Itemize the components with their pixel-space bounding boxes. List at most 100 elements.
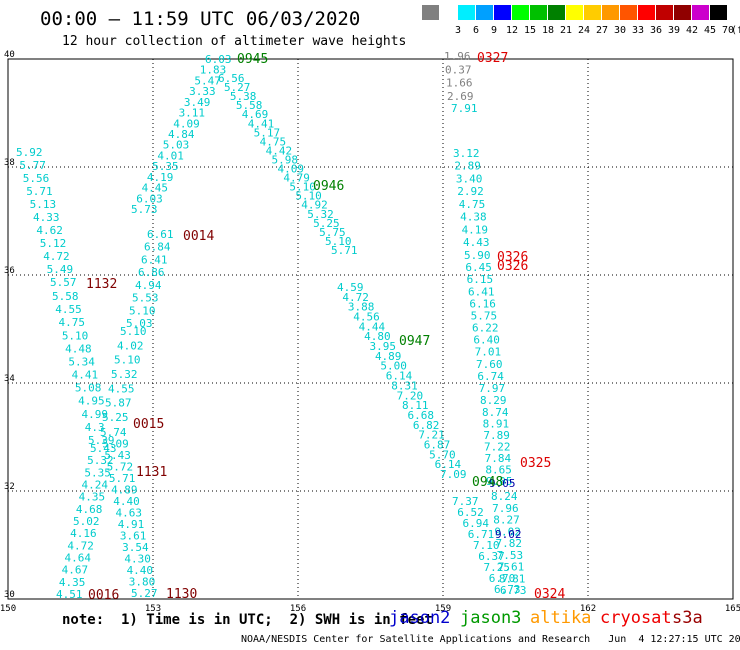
wave-height-label: 6.73	[500, 584, 527, 597]
wave-height-label: 4.69	[242, 108, 269, 121]
wave-height-label: 7.53	[497, 549, 524, 562]
wave-height-label: 6.41	[468, 285, 495, 298]
wave-height-label: 7.97	[479, 382, 506, 395]
wave-height-label: 5.09	[102, 438, 129, 451]
wave-height-label: 5.25	[313, 217, 340, 230]
wave-height-label: 4.48	[65, 342, 92, 355]
pass-time-label: 0945	[237, 52, 268, 67]
wave-height-label-jason2: 9.02	[495, 528, 522, 541]
color-swatch	[476, 5, 493, 20]
wave-height-label: 5.98	[272, 153, 299, 166]
wave-height-label: 6.73	[494, 583, 521, 596]
wave-height-label: 4.51	[56, 588, 83, 601]
wave-height-label: 6.03	[205, 53, 232, 66]
wave-height-label: 5.10	[325, 235, 352, 248]
color-swatch	[656, 5, 673, 20]
pass-time-label: 0326	[497, 250, 528, 265]
wave-height-label: 4.3	[85, 421, 105, 434]
lon-tick-label: 150	[0, 604, 16, 614]
wave-height-label: 5.92	[16, 146, 43, 159]
lat-tick-label: 40	[4, 50, 15, 60]
wave-height-label: 5.71	[331, 244, 358, 257]
wave-height-label: 8.81	[499, 572, 526, 585]
wave-height-label: 5.34	[68, 355, 95, 368]
color-swatch	[530, 5, 547, 20]
wave-height-label: 7.61	[498, 561, 525, 574]
wave-height-label: 5.75	[471, 309, 498, 322]
wave-height-label: 1.83	[200, 64, 227, 77]
wave-height-label: 6.03	[136, 192, 163, 205]
wave-height-label: 5.03	[126, 317, 153, 330]
wave-height-label-jason2: 9.05	[489, 477, 516, 490]
wave-height-label: 5.10	[295, 190, 322, 203]
satellite-legend-item: cryosat	[600, 608, 672, 628]
wave-height-label: 4.16	[70, 527, 97, 540]
color-swatch	[512, 5, 529, 20]
wave-height-label: 5.35	[84, 466, 111, 479]
wave-height-label: 7.60	[476, 358, 503, 371]
color-swatch	[710, 5, 727, 20]
wave-height-label: 5.39	[88, 434, 115, 447]
wave-height-label: 2.69	[447, 90, 474, 103]
credit-line: NOAA/NESDIS Center for Satellite Applica…	[241, 634, 740, 645]
color-swatch-label: 15	[523, 25, 537, 36]
satellite-legend-item: jason2	[389, 608, 451, 628]
wave-height-label: 4.19	[147, 171, 174, 184]
wave-height-label: 8.74	[482, 406, 509, 419]
pass-time-label: 0947	[399, 334, 430, 349]
wave-height-label: 6.14	[435, 458, 462, 471]
wave-height-label: 6.52	[457, 506, 484, 519]
wave-height-label: 3.95	[370, 340, 397, 353]
wave-height-label: 3.80	[129, 576, 156, 589]
pass-time-label: 0946	[313, 179, 344, 194]
wave-height-label: 4.01	[157, 149, 184, 162]
color-swatch	[494, 5, 511, 20]
wave-height-label: 5.71	[109, 472, 136, 485]
map-title: 00:00 – 11:59 UTC 06/03/2020	[40, 8, 361, 30]
wave-height-label: 8.31	[391, 379, 418, 392]
legend-note: note: 1) Time is in UTC; 2) SWH is in fe…	[62, 612, 433, 628]
wave-height-label: 7.91	[451, 102, 478, 115]
wave-height-label: 5.43	[104, 449, 131, 462]
pass-time-label: 0326	[497, 259, 528, 274]
wave-height-label: 4.09	[277, 163, 304, 176]
wave-height-label: 3.40	[456, 172, 483, 185]
wave-height-label: 4.35	[79, 491, 106, 504]
wave-height-label: 4.72	[342, 291, 369, 304]
wave-height-label: 4.44	[359, 320, 386, 333]
map-frame	[7, 58, 734, 600]
wave-height-label: 4.41	[248, 117, 275, 130]
wave-height-label: 6.70	[489, 572, 516, 585]
wave-height-label: 7.96	[492, 502, 519, 515]
wave-height-label: 5.32	[307, 208, 334, 221]
wave-height-label: 5.72	[107, 461, 133, 474]
wave-height-label: 8.27	[493, 514, 520, 527]
wave-height-label: 4.59	[337, 281, 364, 294]
wave-height-label: 5.53	[132, 292, 159, 305]
wave-height-label: 4.40	[113, 495, 139, 508]
color-scale-unit: (ft)	[731, 25, 740, 36]
wave-height-label: 5.12	[40, 237, 67, 250]
pass-time-label: 0015	[133, 417, 164, 432]
wave-height-label: 9.02	[494, 525, 521, 538]
wave-height-label: 5.73	[131, 203, 158, 216]
wave-height-label: 8.91	[483, 418, 510, 431]
color-swatch	[638, 5, 655, 20]
wave-height-label: 6.22	[472, 322, 499, 335]
wave-height-label: 4.79	[283, 172, 310, 185]
wave-height-label: 8.11	[402, 399, 429, 412]
wave-height-label: 7.10	[473, 539, 500, 552]
color-swatch	[620, 5, 637, 20]
wave-height-label: 7.21	[418, 429, 445, 442]
wave-height-label: 4.64	[65, 552, 92, 565]
wave-height-label: 4.19	[462, 223, 489, 236]
wave-height-label: 7.01	[475, 346, 502, 359]
wave-height-label: 6.45	[465, 261, 492, 274]
lat-tick-label: 36	[4, 266, 15, 276]
wave-height-label: 6.61	[147, 228, 174, 241]
wave-height-label: 5.56	[23, 172, 50, 185]
wave-height-label: 4.95	[78, 395, 105, 408]
wave-height-label: 5.32	[111, 368, 138, 381]
wave-height-label: 9.05	[486, 475, 513, 488]
